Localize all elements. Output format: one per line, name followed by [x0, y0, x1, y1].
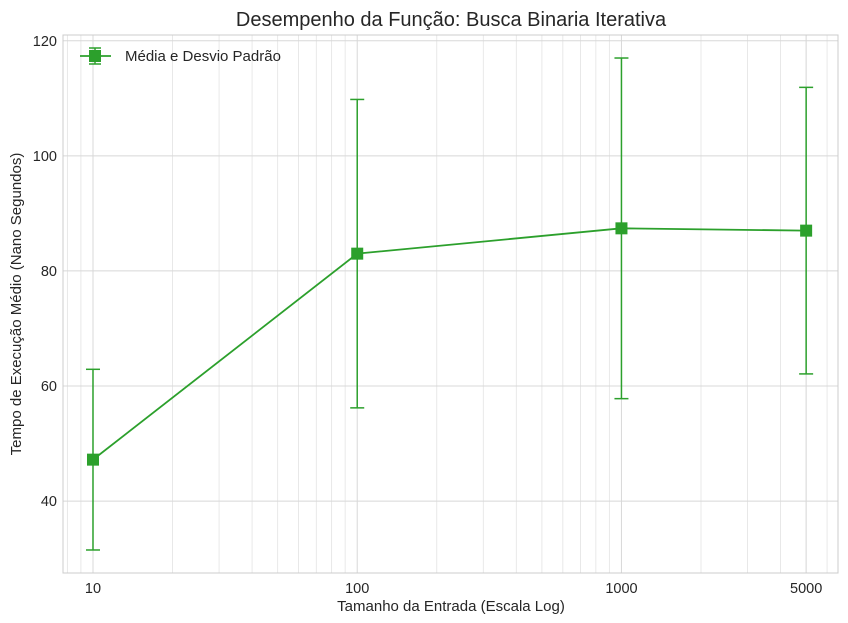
y-tick-label: 80 [41, 264, 57, 280]
legend-marker [89, 50, 101, 62]
y-tick-label: 40 [41, 494, 57, 510]
legend-label: Média e Desvio Padrão [125, 48, 281, 65]
y-tick-label: 60 [41, 379, 57, 395]
series-layer [85, 57, 814, 551]
grid [63, 35, 838, 573]
chart-title: Desempenho da Função: Busca Binaria Iter… [236, 9, 667, 31]
y-axis-label: Tempo de Execução Médio (Nano Segundos) [8, 153, 25, 456]
y-tick-label: 120 [33, 34, 57, 50]
data-point-marker [86, 453, 99, 466]
y-axis-ticks: 40 60 80 100 120 [33, 34, 57, 510]
x-tick-label: 10 [85, 581, 101, 597]
x-tick-label: 5000 [790, 581, 822, 597]
x-tick-label: 100 [345, 581, 369, 597]
data-point-marker [615, 222, 628, 235]
series-line [92, 227, 807, 461]
data-point-marker [800, 224, 813, 237]
plot-frame [62, 34, 839, 574]
x-axis-label: Tamanho da Entrada (Escala Log) [337, 598, 565, 615]
legend: Média e Desvio Padrão [80, 47, 281, 65]
x-tick-label: 1000 [605, 581, 637, 597]
y-tick-label: 100 [33, 149, 57, 165]
series-group [85, 57, 814, 551]
x-axis-ticks: 10 100 1000 5000 [85, 581, 822, 597]
data-point-marker [351, 247, 364, 260]
